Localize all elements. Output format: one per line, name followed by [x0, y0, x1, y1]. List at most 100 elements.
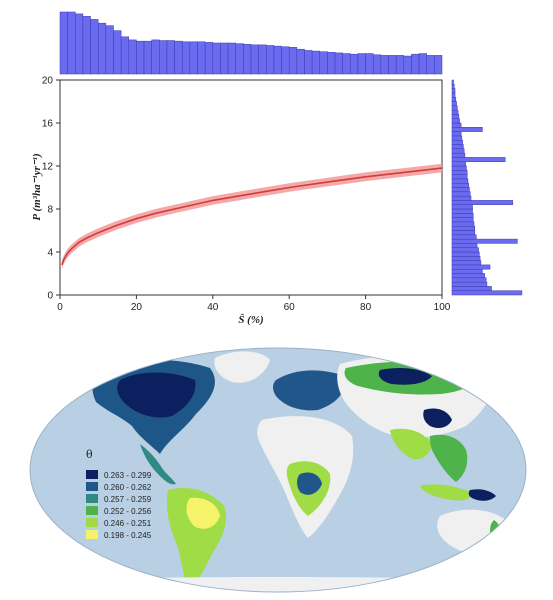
right-hist-bar — [451, 187, 470, 193]
top-hist-bar — [159, 40, 168, 75]
top-hist-bar — [243, 43, 252, 75]
right-hist-bar — [451, 182, 469, 188]
top-hist-bar — [220, 42, 229, 75]
y-tick-label: 12 — [42, 162, 54, 173]
right-hist-bar — [451, 286, 492, 291]
southeast-asia-landmass — [430, 434, 468, 482]
top-hist-bar — [151, 39, 160, 75]
indonesia-islands — [420, 484, 472, 501]
south-asia-landmass — [390, 428, 432, 460]
map-legend: θ 0.263 - 0.299 0.260 - 0.262 0.257 - 0.25… — [86, 448, 152, 540]
x-axis-ticks: 0 20 40 60 80 100 — [57, 295, 451, 313]
top-hist-bar — [105, 25, 114, 75]
right-hist-bar — [451, 290, 523, 296]
right-histogram — [451, 79, 523, 296]
top-hist-bar — [403, 55, 412, 75]
right-hist-bar — [451, 273, 485, 279]
top-hist-bar — [128, 39, 137, 75]
y-axis-ticks: 0 4 8 12 16 20 — [42, 76, 60, 302]
right-hist-bar — [451, 174, 468, 180]
right-hist-bar — [451, 217, 474, 223]
right-hist-bar — [451, 105, 458, 111]
top-hist-bar — [365, 53, 374, 75]
right-hist-bar — [451, 122, 462, 128]
y-axis-label: P (m³ha⁻¹yr⁻¹) — [31, 153, 43, 220]
australia-east-forest — [490, 520, 504, 547]
legend-title: θ — [86, 448, 93, 461]
confidence-band-group — [61, 163, 443, 270]
amazon-yellow-region — [186, 497, 220, 529]
top-hist-bar — [181, 41, 191, 75]
right-hist-bar — [451, 264, 491, 270]
central-america-landmass — [140, 444, 176, 485]
top-hist-bar — [311, 50, 321, 75]
world-map: θ 0.263 - 0.299 0.260 - 0.262 0.257 - 0.25… — [29, 347, 527, 593]
top-hist-bar — [281, 46, 290, 75]
right-hist-bar — [451, 157, 506, 162]
antarctica-landmass — [40, 577, 520, 592]
top-hist-bar — [113, 30, 122, 75]
right-hist-bar — [451, 251, 480, 257]
right-hist-bar — [451, 152, 466, 158]
x-tick-label: 40 — [207, 302, 219, 313]
legend-label: 0.198 - 0.245 — [104, 531, 152, 540]
legend-label: 0.263 - 0.299 — [104, 471, 152, 480]
top-hist-bar — [136, 40, 145, 75]
top-hist-bar — [67, 11, 76, 75]
top-hist-bar — [342, 53, 351, 75]
right-hist-bar — [451, 127, 483, 132]
right-hist-bar — [451, 84, 455, 89]
y-tick-label: 4 — [47, 248, 53, 259]
top-hist-bar — [296, 48, 305, 75]
top-hist-bar — [327, 52, 336, 75]
right-hist-bar — [451, 79, 454, 85]
top-hist-bar — [75, 13, 84, 75]
right-hist-bar — [451, 281, 488, 287]
right-hist-bar — [451, 260, 482, 266]
right-hist-bar — [451, 114, 460, 119]
legend-swatch — [86, 470, 98, 479]
right-hist-bar — [451, 256, 481, 261]
top-hist-bar — [166, 40, 175, 75]
right-hist-bar — [451, 178, 469, 184]
fit-line-group — [61, 167, 443, 266]
legend-swatch — [86, 494, 98, 503]
top-hist-bar — [288, 47, 298, 75]
top-hist-bar — [350, 53, 359, 75]
legend-label: 0.260 - 0.262 — [104, 483, 152, 492]
productivity-chart-figure: 0 20 40 60 80 100 0 4 8 12 16 20 Ŝ (%) P (m³ha⁻¹yr… — [31, 11, 523, 326]
right-hist-bar — [451, 238, 518, 244]
top-hist-bar — [90, 19, 99, 75]
top-hist-bar — [434, 55, 443, 75]
x-tick-label: 80 — [360, 302, 372, 313]
top-hist-bar — [357, 53, 366, 75]
right-hist-bar — [451, 208, 473, 214]
right-hist-bar — [451, 243, 478, 248]
right-hist-bar — [451, 148, 465, 154]
top-hist-bar — [334, 52, 343, 75]
legend-label: 0.246 - 0.251 — [104, 519, 152, 528]
right-hist-bar — [451, 135, 463, 141]
legend-swatch — [86, 530, 98, 539]
top-hist-bar — [319, 51, 328, 75]
right-hist-bar — [451, 139, 463, 145]
right-hist-bar — [451, 92, 456, 98]
top-hist-bar — [189, 41, 198, 75]
y-tick-label: 0 — [47, 291, 53, 302]
right-hist-bar — [451, 131, 462, 137]
top-hist-bar — [380, 55, 389, 75]
fit-line — [61, 167, 443, 266]
right-hist-bar — [451, 230, 476, 236]
right-hist-bar — [451, 101, 457, 107]
legend-swatch — [86, 518, 98, 527]
top-hist-bar — [59, 11, 68, 75]
right-hist-bar — [451, 109, 459, 115]
china-forest-core — [423, 408, 452, 428]
right-hist-bar — [451, 234, 477, 240]
congo-core — [297, 472, 322, 495]
top-hist-bar — [372, 54, 382, 75]
x-axis-label: Ŝ (%) — [238, 313, 263, 326]
x-tick-label: 100 — [434, 302, 451, 313]
top-hist-bar — [97, 22, 107, 75]
top-hist-bar — [174, 40, 183, 75]
